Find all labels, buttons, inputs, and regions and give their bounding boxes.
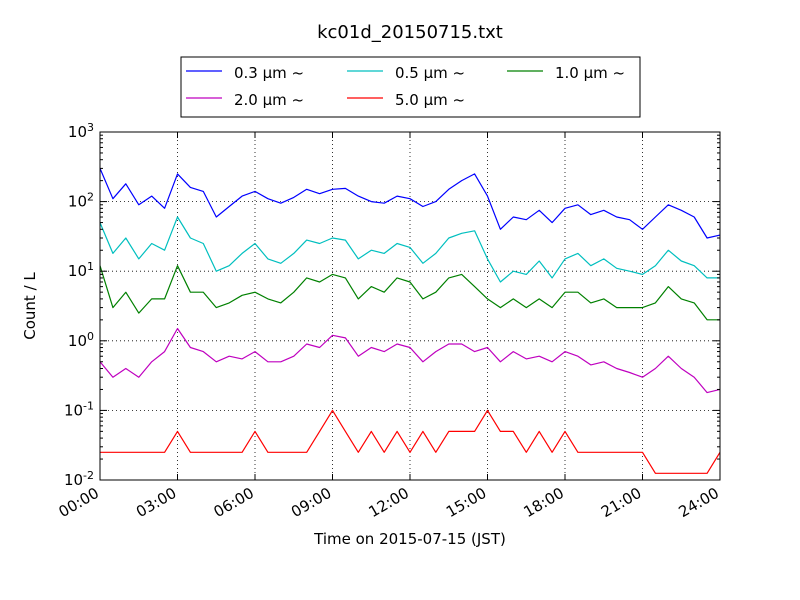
series-line-1-0 (99, 265, 720, 321)
y-tick-label: 102 (68, 190, 94, 211)
series-line-2-0 (99, 327, 721, 394)
y-axis-label: Count / L (21, 272, 39, 340)
legend-label-5-0: 5.0 µm ~ (395, 91, 465, 109)
series-line-0-5 (99, 216, 720, 283)
series-line-0-3 (99, 168, 721, 239)
series-line-5-0 (100, 409, 721, 474)
legend-label-2-0: 2.0 µm ~ (234, 91, 304, 109)
y-tick-label: 10-1 (64, 399, 94, 420)
legend-label-1-0: 1.0 µm ~ (555, 64, 625, 82)
grid (100, 132, 720, 480)
x-axis-label: Time on 2015-07-15 (JST) (313, 530, 506, 548)
legend-label-0-3: 0.3 µm ~ (234, 64, 304, 82)
chart-title: kc01d_20150715.txt (317, 22, 503, 43)
ticks (99, 131, 721, 481)
y-tick-label: 101 (68, 260, 94, 281)
y-tick-label: 103 (68, 121, 94, 142)
y-tick-label: 10-2 (64, 469, 94, 490)
legend-label-0-5: 0.5 µm ~ (395, 64, 465, 82)
y-tick-label: 100 (68, 329, 94, 350)
y-tick-labels: 10-2 10-1 100 101 102 103 (64, 121, 94, 490)
series-layer (99, 168, 721, 474)
legend: 0.3 µm ~ 0.5 µm ~ 1.0 µm ~ 2.0 µm ~ 5.0 µm ~ (180, 56, 641, 118)
